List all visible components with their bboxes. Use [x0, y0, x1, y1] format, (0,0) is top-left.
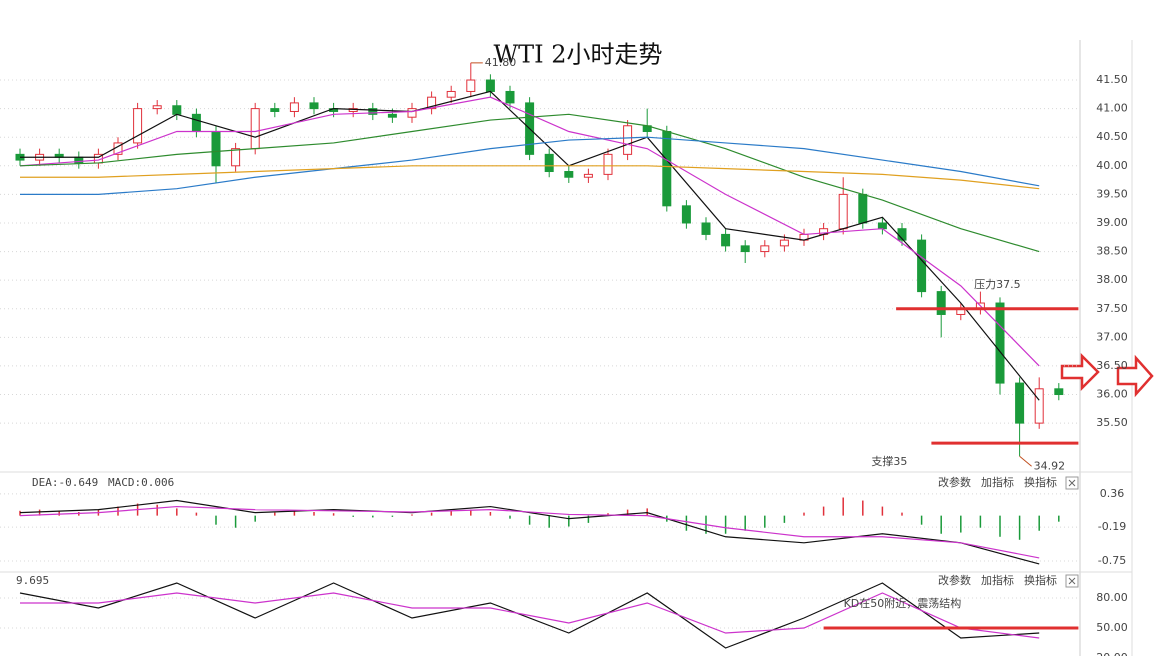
indicator-line: [20, 165, 1040, 190]
candle-body: [191, 113, 201, 132]
y-tick-label: 50.00: [1096, 621, 1128, 634]
y-tick-label: 36.50: [1096, 359, 1128, 372]
candle-body: [250, 108, 260, 150]
legend-label: DEA:-0.649: [32, 476, 98, 489]
candle-body: [995, 302, 1005, 384]
legend-label: MACD:0.006: [108, 476, 174, 489]
y-tick-label: 38.50: [1096, 245, 1128, 258]
candle-body: [740, 245, 750, 253]
y-tick-label: 20.00: [1096, 651, 1128, 656]
candle-body: [701, 222, 711, 235]
y-tick-label: 80.00: [1096, 591, 1128, 604]
y-tick-label: -0.19: [1098, 520, 1126, 533]
indicator-line: [19, 96, 1040, 367]
y-tick-label: 39.00: [1096, 216, 1128, 229]
candle-body: [270, 108, 280, 112]
candle-body: [446, 90, 456, 98]
candle-body: [662, 130, 672, 207]
candle-body: [485, 79, 495, 92]
candle-body: [172, 105, 182, 115]
candle-body: [544, 153, 554, 173]
toolbar-button[interactable]: 改参数: [938, 475, 971, 489]
level-label: KD在50附近，震荡结构: [844, 596, 962, 610]
candle-body: [309, 102, 319, 110]
candle-body: [466, 79, 476, 92]
y-tick-label: 38.00: [1096, 273, 1128, 286]
legend-label: 9.695: [16, 574, 49, 587]
candle-body: [407, 108, 417, 118]
y-tick-label: 36.00: [1096, 388, 1128, 401]
close-icon: [1068, 479, 1076, 487]
y-tick-label: 41.50: [1096, 73, 1128, 86]
extreme-label: 34.92: [1034, 459, 1066, 472]
candle-body: [133, 108, 143, 144]
candle-body: [1015, 382, 1025, 424]
candle-body: [505, 90, 515, 104]
candle-body: [564, 171, 574, 178]
candle-body: [779, 239, 789, 247]
candle-body: [231, 148, 241, 167]
y-tick-label: 39.50: [1096, 187, 1128, 200]
candle-body: [603, 153, 613, 175]
y-tick-label: 35.50: [1096, 416, 1128, 429]
candle-body: [681, 205, 691, 224]
candle-body: [583, 173, 593, 178]
candle-body: [211, 130, 221, 167]
candle-body: [838, 193, 848, 230]
y-tick-label: 40.00: [1096, 159, 1128, 172]
candle-body: [387, 113, 397, 118]
indicator-line: [19, 505, 1040, 559]
candle-body: [936, 291, 946, 315]
indicator-line: [20, 90, 1040, 401]
candle-body: [152, 105, 162, 110]
candle-body: [877, 222, 887, 230]
indicator-line: [19, 499, 1040, 565]
y-tick-label: 37.50: [1096, 302, 1128, 315]
y-tick-label: 40.50: [1096, 130, 1128, 143]
indicator-line: [20, 136, 1040, 195]
extreme-pointer: [1019, 455, 1032, 467]
arrow: [1060, 352, 1100, 392]
candle-body: [427, 96, 437, 110]
candle-body: [760, 245, 770, 253]
close-icon: [1068, 577, 1076, 585]
candle-body: [1054, 388, 1064, 396]
chart-title: WTI 2小时走势: [493, 41, 662, 69]
toolbar-button[interactable]: 改参数: [938, 573, 971, 587]
toolbar-button[interactable]: 加指标: [981, 475, 1014, 489]
toolbar-button[interactable]: 换指标: [1024, 573, 1057, 587]
indicator-line: [19, 582, 1040, 649]
y-tick-label: -0.75: [1098, 554, 1126, 567]
y-tick-label: 0.36: [1100, 487, 1125, 500]
candle-body: [917, 239, 927, 293]
y-tick-label: 41.00: [1096, 102, 1128, 115]
candle-body: [368, 108, 378, 115]
extreme-label: 41.80: [485, 56, 517, 69]
candle-body: [1034, 388, 1044, 424]
candle-body: [623, 125, 633, 155]
toolbar-button[interactable]: 换指标: [1024, 475, 1057, 489]
indicator-line: [19, 113, 1040, 253]
y-tick-label: 37.00: [1096, 330, 1128, 343]
level-label: 支撑35: [871, 454, 907, 468]
arrow: [1116, 354, 1154, 398]
candle-body: [289, 102, 299, 112]
candle-body: [721, 233, 731, 247]
candle-body: [858, 193, 868, 224]
level-label: 压力37.5: [974, 278, 1021, 291]
toolbar-button[interactable]: 加指标: [981, 573, 1014, 587]
indicator-line: [20, 592, 1040, 639]
